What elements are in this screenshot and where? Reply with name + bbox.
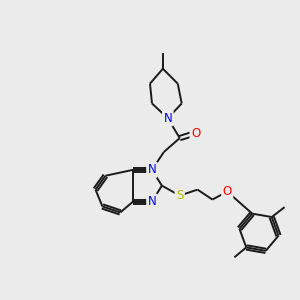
Text: N: N [148,195,156,208]
Text: S: S [176,189,183,202]
Text: N: N [164,112,172,125]
Text: O: O [191,127,200,140]
Text: N: N [148,163,156,176]
Text: O: O [223,185,232,198]
